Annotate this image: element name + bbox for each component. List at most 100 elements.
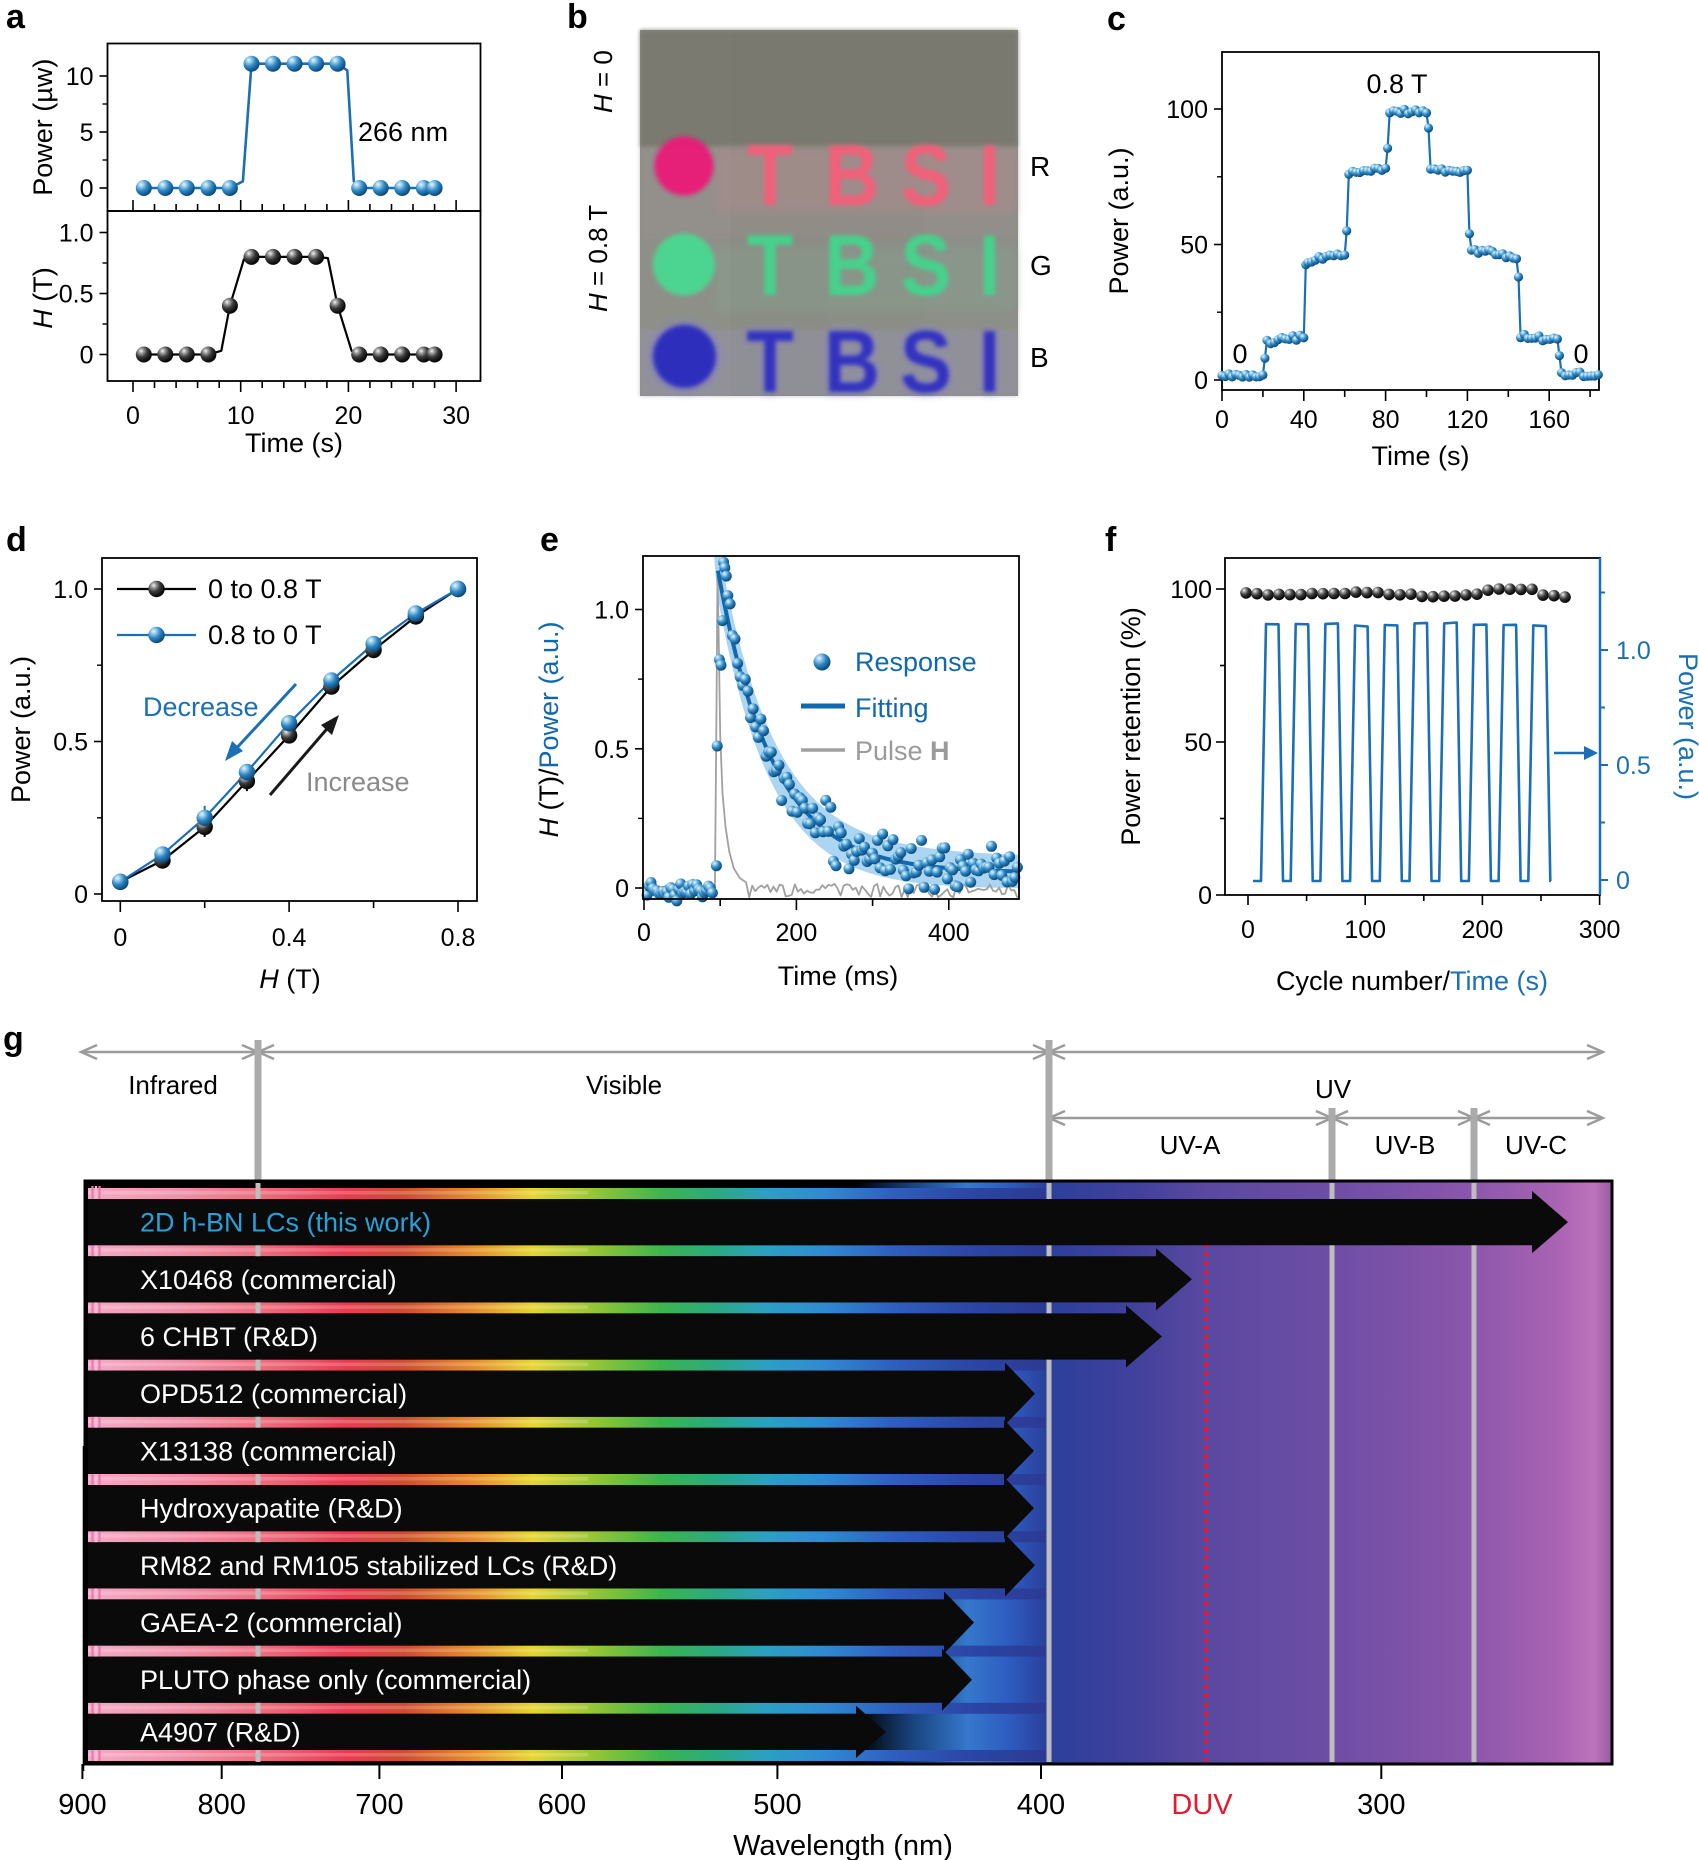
svg-text:0: 0 — [615, 875, 629, 903]
svg-text:600: 600 — [538, 1789, 586, 1821]
svg-text:Power (a.u.): Power (a.u.) — [1673, 653, 1699, 800]
svg-text:Infrared: Infrared — [128, 1070, 218, 1100]
svg-text:266 nm: 266 nm — [358, 117, 448, 147]
svg-text:500: 500 — [753, 1789, 801, 1821]
svg-text:10: 10 — [227, 402, 255, 430]
svg-text:DUV: DUV — [1171, 1789, 1233, 1821]
svg-text:0: 0 — [126, 402, 140, 430]
svg-text:T: T — [747, 129, 793, 225]
svg-text:Decrease: Decrease — [143, 692, 259, 722]
svg-text:d: d — [6, 521, 27, 559]
svg-text:H (T): H (T) — [28, 267, 58, 328]
svg-text:0.5: 0.5 — [594, 736, 629, 764]
svg-text:Cycle number/Time (s): Cycle number/Time (s) — [1276, 966, 1548, 996]
svg-text:0.4: 0.4 — [272, 924, 307, 952]
svg-text:I: I — [978, 311, 1001, 412]
svg-text:0: 0 — [1616, 867, 1630, 895]
svg-text:100: 100 — [1344, 916, 1386, 944]
svg-text:0: 0 — [637, 919, 651, 947]
svg-text:UV-B: UV-B — [1375, 1130, 1436, 1160]
svg-text:0.8 to 0 T: 0.8 to 0 T — [208, 620, 322, 650]
svg-text:1.0: 1.0 — [1616, 637, 1651, 665]
svg-text:0.5: 0.5 — [1616, 752, 1651, 780]
svg-text:900: 900 — [58, 1789, 106, 1821]
svg-text:A4907 (R&D): A4907 (R&D) — [140, 1717, 301, 1747]
svg-text:Power retention (%): Power retention (%) — [1116, 607, 1146, 846]
svg-text:Pulse H: Pulse H — [855, 736, 950, 766]
svg-text:B: B — [823, 311, 881, 412]
svg-text:Hydroxyapatite (R&D): Hydroxyapatite (R&D) — [140, 1494, 403, 1524]
svg-text:100: 100 — [1170, 576, 1212, 604]
svg-text:20: 20 — [334, 402, 362, 430]
svg-text:Response: Response — [855, 647, 977, 677]
svg-text:I: I — [979, 129, 1000, 225]
svg-text:c: c — [1107, 0, 1126, 38]
svg-text:0: 0 — [1215, 406, 1229, 434]
svg-text:120: 120 — [1447, 406, 1489, 434]
svg-text:80: 80 — [1372, 406, 1400, 434]
svg-text:Power (µw): Power (µw) — [28, 59, 58, 196]
svg-text:g: g — [3, 1020, 24, 1058]
svg-text:0: 0 — [1198, 882, 1212, 910]
svg-text:R: R — [1030, 151, 1050, 182]
svg-text:Time (s): Time (s) — [245, 428, 343, 458]
svg-text:PLUTO phase only (commercial): PLUTO phase only (commercial) — [140, 1665, 531, 1695]
svg-text:Wavelength (nm): Wavelength (nm) — [733, 1830, 953, 1860]
svg-text:a: a — [6, 0, 26, 36]
svg-text:UV: UV — [1315, 1074, 1352, 1104]
svg-text:300: 300 — [1579, 916, 1621, 944]
svg-text:0: 0 — [80, 175, 94, 203]
svg-text:GAEA-2 (commercial): GAEA-2 (commercial) — [140, 1608, 403, 1638]
svg-text:50: 50 — [1180, 232, 1208, 260]
svg-text:H = 0: H = 0 — [588, 50, 618, 113]
svg-text:Increase: Increase — [306, 767, 410, 797]
svg-text:T: T — [746, 312, 793, 411]
svg-text:0: 0 — [80, 342, 94, 370]
svg-text:200: 200 — [776, 919, 818, 947]
svg-text:I: I — [979, 219, 1000, 315]
svg-text:S: S — [900, 312, 952, 411]
svg-text:UV-A: UV-A — [1160, 1130, 1221, 1160]
svg-text:400: 400 — [1017, 1789, 1065, 1821]
svg-text:X13138 (commercial): X13138 (commercial) — [140, 1436, 397, 1466]
svg-text:1.0: 1.0 — [594, 597, 629, 625]
svg-text:Visible: Visible — [586, 1070, 662, 1100]
svg-text:B: B — [825, 129, 880, 225]
svg-text:200: 200 — [1462, 916, 1504, 944]
svg-text:H = 0.8 T: H = 0.8 T — [583, 205, 613, 312]
svg-text:H (T)/Power (a.u.): H (T)/Power (a.u.) — [534, 621, 564, 837]
svg-text:0: 0 — [74, 881, 88, 909]
svg-text:OPD512 (commercial): OPD512 (commercial) — [140, 1379, 407, 1409]
svg-text:0.8: 0.8 — [441, 924, 476, 952]
svg-text:B: B — [1030, 342, 1049, 373]
svg-text:Time (ms): Time (ms) — [778, 961, 898, 991]
svg-text:B: B — [824, 312, 880, 411]
svg-text:S: S — [901, 129, 951, 225]
svg-text:0: 0 — [113, 924, 127, 952]
svg-text:S: S — [899, 311, 953, 412]
svg-text:0: 0 — [1241, 916, 1255, 944]
svg-text:0 to 0.8 T: 0 to 0.8 T — [208, 574, 322, 604]
svg-text:H (T): H (T) — [259, 964, 320, 994]
svg-text:160: 160 — [1528, 406, 1570, 434]
svg-text:700: 700 — [355, 1789, 403, 1821]
svg-text:50: 50 — [1184, 729, 1212, 757]
svg-text:800: 800 — [198, 1789, 246, 1821]
svg-text:5: 5 — [80, 119, 94, 147]
svg-text:Time (s): Time (s) — [1372, 441, 1470, 471]
svg-text:6 CHBT (R&D): 6 CHBT (R&D) — [140, 1322, 318, 1352]
svg-text:b: b — [567, 0, 588, 36]
svg-text:1.0: 1.0 — [53, 576, 88, 604]
svg-text:UV-C: UV-C — [1505, 1130, 1567, 1160]
svg-text:Fitting: Fitting — [855, 693, 929, 723]
svg-text:RM82 and RM105 stabilized LCs: RM82 and RM105 stabilized LCs (R&D) — [140, 1551, 617, 1581]
svg-text:Power (a.u.): Power (a.u.) — [6, 656, 36, 803]
svg-text:10: 10 — [66, 63, 94, 91]
svg-text:40: 40 — [1290, 406, 1318, 434]
svg-text:400: 400 — [928, 919, 970, 947]
svg-text:I: I — [979, 312, 1001, 411]
svg-text:G: G — [1030, 250, 1052, 281]
svg-text:0.8 T: 0.8 T — [1366, 69, 1427, 99]
svg-text:T: T — [747, 219, 793, 315]
svg-text:2D h-BN LCs (this work): 2D h-BN LCs (this work) — [140, 1208, 431, 1238]
